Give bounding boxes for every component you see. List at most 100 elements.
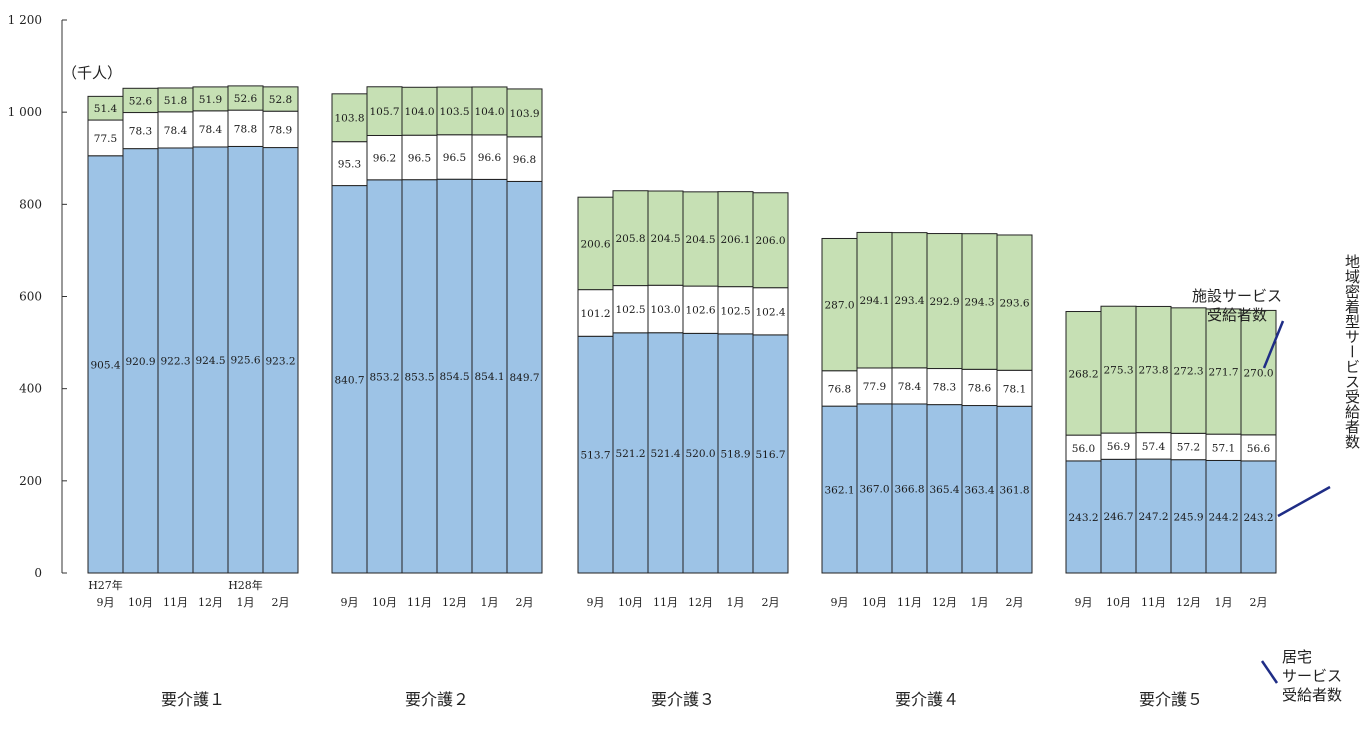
month-tick-label: 11月 <box>407 596 432 609</box>
facility-value-label: 268.2 <box>1068 368 1098 380</box>
month-tick-label: 2月 <box>272 596 290 609</box>
month-tick-label: 1月 <box>727 596 745 609</box>
home-value-label: 854.1 <box>474 371 504 383</box>
home-annotation-line2: サービス <box>1282 667 1343 685</box>
facility-value-label: 204.5 <box>650 233 680 245</box>
community-segment <box>262 110 299 149</box>
month-tick-label: 10月 <box>618 596 643 609</box>
facility-value-label: 293.4 <box>894 295 924 307</box>
community-segment <box>1065 434 1102 462</box>
facility-segment <box>1065 311 1102 436</box>
month-tick-label: 12月 <box>688 596 713 609</box>
facility-value-label: 51.8 <box>164 95 187 107</box>
home-segment <box>331 185 368 574</box>
month-tick-label: 12月 <box>198 596 223 609</box>
facility-segment <box>122 87 159 114</box>
community-segment <box>401 134 438 181</box>
month-tick-label: 9月 <box>341 596 359 609</box>
home-segment <box>1065 460 1102 574</box>
home-segment <box>577 335 614 574</box>
facility-value-label: 275.3 <box>1103 365 1133 377</box>
home-value-label: 905.4 <box>90 359 120 371</box>
community-value-label: 96.5 <box>443 152 466 164</box>
facility-value-label: 205.8 <box>615 233 645 245</box>
community-value-label: 57.1 <box>1212 442 1235 454</box>
group-label: 要介護１ <box>161 690 225 709</box>
y-tick-label: 200 <box>19 474 42 488</box>
month-tick-label: 2月 <box>1006 596 1024 609</box>
home-pointer-line <box>1260 660 1279 684</box>
community-segment <box>856 367 893 405</box>
group-label: 要介護４ <box>895 690 959 709</box>
facility-value-label: 204.5 <box>685 234 715 246</box>
month-tick-label: 1月 <box>481 596 499 609</box>
unit-label: （千人） <box>62 64 123 82</box>
facility-value-label: 103.5 <box>439 106 469 118</box>
group-label: 要介護２ <box>405 690 469 709</box>
home-segment <box>262 147 299 574</box>
month-tick-label: 9月 <box>1075 596 1093 609</box>
y-tick-label: 800 <box>19 197 42 211</box>
home-segment <box>436 178 473 574</box>
home-segment <box>752 334 789 574</box>
community-segment <box>331 141 368 187</box>
home-segment <box>227 145 264 574</box>
home-segment <box>87 155 124 574</box>
month-tick-label: 12月 <box>442 596 467 609</box>
community-value-label: 102.6 <box>685 305 715 317</box>
facility-value-label: 294.1 <box>859 295 889 307</box>
facility-value-label: 52.8 <box>269 94 292 106</box>
home-value-label: 362.1 <box>824 485 854 497</box>
community-value-label: 96.6 <box>478 152 502 164</box>
facility-segment <box>1100 305 1137 434</box>
home-value-label: 853.2 <box>369 371 399 383</box>
facility-value-label: 270.0 <box>1243 368 1273 380</box>
home-value-label: 516.7 <box>755 449 785 461</box>
y-tick-label: 1 000 <box>8 105 42 119</box>
community-segment <box>717 286 754 335</box>
home-value-label: 920.9 <box>125 356 155 368</box>
facility-value-label: 294.3 <box>964 297 994 309</box>
month-tick-label: 11月 <box>653 596 678 609</box>
facility-value-label: 104.0 <box>404 106 434 118</box>
home-segment <box>1100 458 1137 574</box>
community-segment <box>1100 432 1137 460</box>
community-value-label: 56.9 <box>1107 441 1130 453</box>
month-tick-label: 11月 <box>163 596 188 609</box>
month-tick-label: 1月 <box>971 596 989 609</box>
facility-segment <box>331 93 368 143</box>
home-segment <box>366 179 403 574</box>
home-value-label: 518.9 <box>720 448 750 460</box>
facility-value-label: 51.4 <box>94 103 118 115</box>
home-segment <box>506 180 543 574</box>
home-segment <box>612 332 649 574</box>
facility-value-label: 51.9 <box>199 94 222 106</box>
facility-segment <box>856 231 893 369</box>
facility-segment <box>926 233 963 370</box>
home-value-label: 247.2 <box>1138 511 1168 523</box>
community-value-label: 78.3 <box>129 126 152 138</box>
home-value-label: 520.0 <box>685 448 715 460</box>
home-segment <box>1240 460 1277 574</box>
community-value-label: 78.8 <box>234 123 257 135</box>
home-value-label: 853.5 <box>404 371 434 383</box>
home-segment <box>961 405 998 574</box>
home-value-label: 365.4 <box>929 484 959 496</box>
community-value-label: 56.6 <box>1247 443 1271 455</box>
facility-segment <box>366 86 403 136</box>
community-segment <box>682 285 719 334</box>
month-tick-label: 11月 <box>897 596 922 609</box>
y-tick-label: 400 <box>19 382 42 396</box>
home-value-label: 922.3 <box>160 355 190 367</box>
facility-value-label: 293.6 <box>999 298 1029 310</box>
community-segment <box>87 119 124 157</box>
home-segment <box>192 146 229 574</box>
facility-value-label: 206.0 <box>755 235 785 247</box>
home-segment <box>1205 459 1242 574</box>
y-tick-label: 0 <box>34 566 42 580</box>
facility-segment <box>891 232 928 369</box>
community-segment <box>926 368 963 406</box>
y-tick-label: 1 200 <box>8 13 42 27</box>
era-label: H27年 <box>88 578 123 592</box>
community-value-label: 78.4 <box>199 124 223 136</box>
